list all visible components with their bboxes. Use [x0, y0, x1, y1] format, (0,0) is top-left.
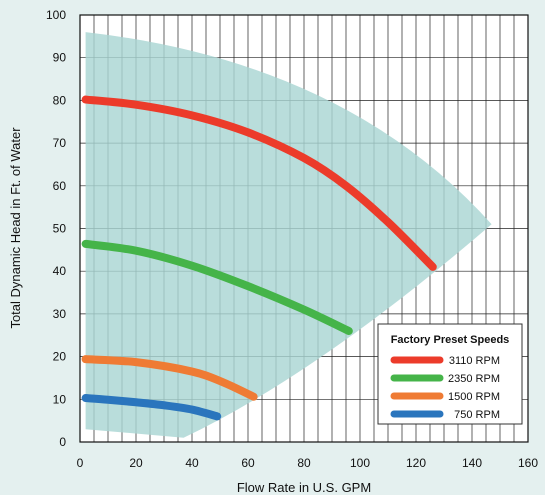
y-tick-labels: 0 10 20 30 40 50 60 70 80 90 100 — [46, 8, 66, 449]
x-tick-label: 160 — [518, 456, 538, 470]
x-tick-label: 120 — [406, 456, 426, 470]
legend-label: 2350 RPM — [448, 373, 500, 385]
x-tick-label: 20 — [129, 456, 143, 470]
series-line-750-rpm — [81, 394, 222, 421]
x-tick-label: 0 — [77, 456, 84, 470]
y-tick-label: 0 — [59, 435, 66, 449]
y-tick-label: 20 — [53, 350, 67, 364]
series-layer — [81, 95, 437, 421]
operating-region — [85, 32, 492, 438]
x-tick-label: 140 — [462, 456, 482, 470]
y-tick-label: 100 — [46, 8, 66, 22]
legend-items: 3110 RPM 2350 RPM 1500 RPM 750 RPM — [390, 355, 500, 421]
y-tick-label: 80 — [53, 93, 67, 107]
series-line-1500-rpm — [81, 355, 258, 401]
series-line-3110-rpm — [81, 95, 437, 271]
x-tick-label: 60 — [241, 456, 255, 470]
legend-box — [377, 323, 523, 425]
y-tick-label: 70 — [53, 136, 67, 150]
x-axis-title: Flow Rate in U.S. GPM — [237, 480, 371, 495]
x-tick-label: 80 — [297, 456, 311, 470]
x-tick-labels: 0 20 40 60 80 100 120 140 160 — [77, 456, 539, 470]
y-tick-label: 40 — [53, 264, 67, 278]
y-tick-label: 50 — [53, 222, 67, 236]
y-tick-label: 60 — [53, 179, 67, 193]
series-line-2350-rpm — [81, 239, 353, 335]
y-tick-label: 30 — [53, 307, 67, 321]
plot-frame — [79, 14, 529, 443]
x-tick-label: 40 — [185, 456, 199, 470]
legend-label: 1500 RPM — [448, 391, 500, 403]
y-axis-title: Total Dynamic Head in Ft. of Water — [8, 127, 23, 329]
y-tick-label: 90 — [53, 51, 67, 65]
legend: Factory Preset Speeds 3110 RPM 2350 RPM 15… — [377, 323, 523, 425]
x-tick-label: 100 — [350, 456, 370, 470]
legend-label: 3110 RPM — [449, 355, 500, 367]
legend-label: 750 RPM — [454, 409, 500, 421]
legend-title: Factory Preset Speeds — [391, 334, 510, 346]
y-tick-label: 10 — [53, 392, 67, 406]
